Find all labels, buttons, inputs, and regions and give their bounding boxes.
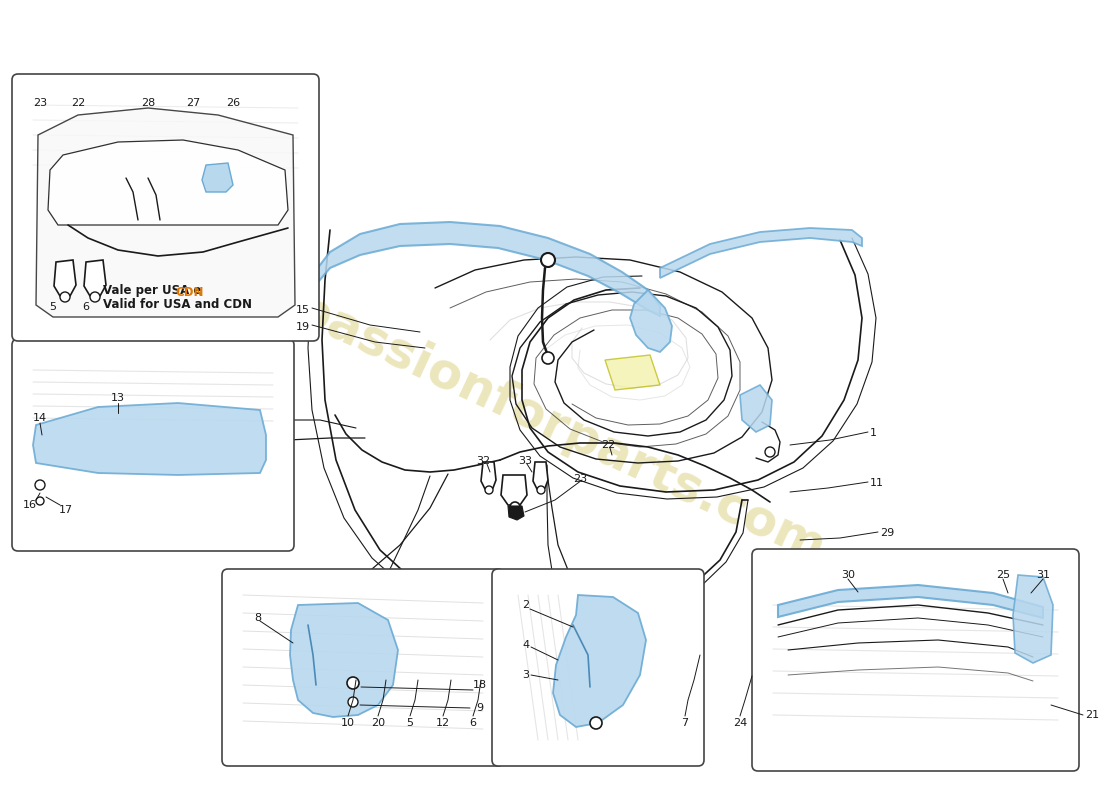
Polygon shape [660, 228, 862, 278]
Text: 31: 31 [1036, 570, 1050, 580]
Circle shape [590, 717, 602, 729]
Circle shape [764, 447, 776, 457]
Text: 16: 16 [23, 500, 37, 510]
Text: 7: 7 [681, 718, 689, 728]
Text: 10: 10 [341, 718, 355, 728]
Polygon shape [630, 290, 672, 352]
Circle shape [485, 486, 493, 494]
Text: Vale per USA e: Vale per USA e [103, 284, 206, 297]
Circle shape [541, 253, 556, 267]
Text: 2: 2 [522, 600, 529, 610]
Polygon shape [48, 140, 288, 225]
Polygon shape [508, 506, 524, 520]
Text: 21: 21 [1085, 710, 1099, 720]
Text: 12: 12 [436, 718, 450, 728]
Text: 11: 11 [870, 478, 884, 488]
Text: 23: 23 [573, 474, 587, 484]
Text: 32: 32 [476, 456, 491, 466]
Text: 17: 17 [59, 505, 73, 515]
Text: 29: 29 [880, 528, 894, 538]
Text: 18: 18 [473, 680, 487, 690]
Text: 22: 22 [70, 98, 85, 108]
Text: 30: 30 [842, 570, 855, 580]
Circle shape [542, 352, 554, 364]
Text: 13: 13 [111, 393, 125, 403]
Text: 9: 9 [476, 703, 484, 713]
Text: 14: 14 [33, 413, 47, 423]
Text: 26: 26 [226, 98, 240, 108]
Polygon shape [36, 108, 295, 317]
Polygon shape [481, 462, 496, 489]
Polygon shape [33, 403, 266, 475]
Text: 5: 5 [407, 718, 414, 728]
Text: 15: 15 [296, 305, 310, 315]
Text: CDN: CDN [175, 286, 204, 299]
Text: 24: 24 [733, 718, 747, 728]
Polygon shape [553, 595, 646, 727]
Text: 1: 1 [870, 428, 877, 438]
Circle shape [348, 697, 358, 707]
Polygon shape [605, 355, 660, 390]
Text: 6: 6 [82, 302, 89, 312]
FancyBboxPatch shape [492, 569, 704, 766]
Text: 6: 6 [470, 718, 476, 728]
FancyBboxPatch shape [12, 74, 319, 341]
Text: Valid for USA and CDN: Valid for USA and CDN [103, 298, 252, 311]
Circle shape [35, 480, 45, 490]
Text: 33: 33 [518, 456, 532, 466]
Text: 22: 22 [601, 440, 615, 450]
Text: 8: 8 [254, 613, 262, 623]
Polygon shape [534, 462, 548, 489]
Polygon shape [740, 385, 772, 432]
Text: 5: 5 [50, 302, 56, 312]
FancyBboxPatch shape [752, 549, 1079, 771]
Text: 4: 4 [522, 640, 529, 650]
Text: 3: 3 [522, 670, 529, 680]
Polygon shape [54, 260, 76, 296]
Text: 28: 28 [141, 98, 155, 108]
FancyBboxPatch shape [12, 339, 294, 551]
Circle shape [36, 497, 44, 505]
Polygon shape [84, 260, 106, 296]
Text: 20: 20 [371, 718, 385, 728]
Text: 25: 25 [996, 570, 1010, 580]
FancyBboxPatch shape [222, 569, 504, 766]
Polygon shape [202, 163, 233, 192]
Circle shape [60, 292, 70, 302]
Text: 19: 19 [296, 322, 310, 332]
Circle shape [510, 502, 520, 512]
Text: 23: 23 [33, 98, 47, 108]
Polygon shape [500, 475, 527, 505]
Polygon shape [310, 222, 660, 316]
Text: 27: 27 [186, 98, 200, 108]
Polygon shape [1013, 575, 1053, 663]
Text: passionforparts.com: passionforparts.com [287, 286, 833, 574]
Polygon shape [290, 603, 398, 717]
Circle shape [346, 677, 359, 689]
Circle shape [537, 486, 544, 494]
Circle shape [90, 292, 100, 302]
Polygon shape [778, 585, 1043, 618]
